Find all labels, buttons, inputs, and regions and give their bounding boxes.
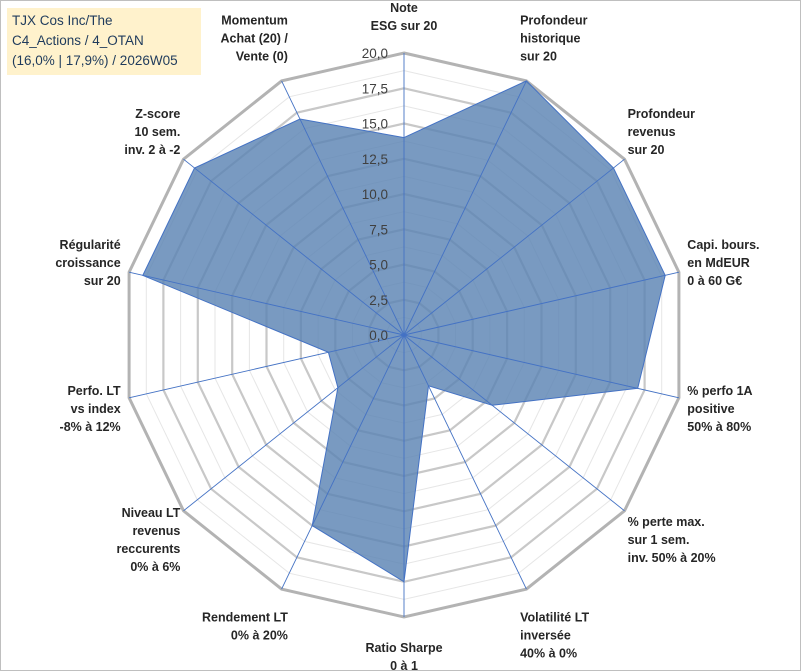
radar-tick-label: 5,0 — [369, 258, 388, 273]
radar-axis-label: % perfo 1A positive 50% à 80% — [687, 384, 752, 434]
radar-axis-label-line: revenus — [132, 524, 180, 538]
radar-axis-label-line: ESG sur 20 — [371, 19, 438, 33]
radar-axis-label-line: 0% à 20% — [231, 628, 288, 642]
radar-axis-label: Note ESG sur 20 — [371, 1, 438, 33]
radar-axis-label-line: Volatilité LT — [520, 610, 589, 624]
radar-axis-label-line: Rendement LT — [202, 610, 288, 624]
radar-axis-label-line: sur 20 — [520, 50, 557, 64]
radar-axis-label-line: revenus — [628, 125, 676, 139]
radar-axis-label: Profondeur revenus sur 20 — [628, 107, 695, 157]
radar-axis-label-line: vs index — [71, 402, 121, 416]
radar-axis-label-line: 50% à 80% — [687, 420, 751, 434]
radar-axis-label-line: Régularité — [60, 238, 121, 252]
radar-spokes — [128, 53, 680, 617]
radar-spoke — [403, 158, 625, 336]
radar-axis-label-line: Profondeur — [520, 14, 587, 28]
radar-spoke — [281, 334, 405, 590]
radar-axis-label-line: Profondeur — [628, 107, 695, 121]
radar-axis-labels: Note ESG sur 20 Profondeur historique sur 20… — [55, 1, 759, 671]
radar-tick-labels: 0,0 2,5 5,0 7,5 10,0 12,5 15,0 17,5 20,0 — [362, 46, 388, 343]
radar-axis-label-line: en MdEUR — [687, 256, 750, 270]
radar-axis-label-line: 0 à 1 — [390, 659, 418, 671]
radar-tick-label: 2,5 — [369, 293, 388, 308]
radar-axis-label-line: % perte max. — [628, 515, 705, 529]
radar-axis-label: % perte max. sur 1 sem. inv. 50% à 20% — [628, 515, 716, 565]
radar-axis-label-line: -8% à 12% — [60, 420, 121, 434]
radar-tick-label: 0,0 — [369, 328, 388, 343]
radar-spoke — [403, 80, 527, 336]
radar-tick-label: 17,5 — [362, 81, 388, 96]
radar-axis-label: Perfo. LT vs index -8% à 12% — [60, 384, 122, 434]
radar-tick-label: 10,0 — [362, 187, 388, 202]
radar-spoke — [281, 80, 405, 336]
radar-axis-label-line: Z-score — [135, 107, 180, 121]
radar-axis-label-line: Capi. bours. — [687, 238, 759, 252]
radar-axis-label: Momentum Achat (20) / Vente (0) — [221, 14, 289, 64]
radar-axis-label-line: 40% à 0% — [520, 646, 577, 660]
radar-tick-label: 12,5 — [362, 152, 388, 167]
radar-axis-label-line: Ratio Sharpe — [365, 641, 442, 655]
radar-axis-label-line: sur 20 — [628, 143, 665, 157]
radar-axis-label-line: 0 à 60 G€ — [687, 274, 742, 288]
radar-spoke — [403, 334, 527, 590]
radar-axis-label-line: Niveau LT — [122, 506, 181, 520]
radar-axis-label-line: historique — [520, 32, 580, 46]
radar-spoke — [183, 158, 405, 336]
chart-title-company: TJX Cos Inc/The — [12, 13, 113, 28]
radar-axis-label-line: croissance — [55, 256, 120, 270]
radar-axis-label: Profondeur historique sur 20 — [520, 14, 587, 64]
radar-spoke — [183, 334, 405, 512]
radar-axis-label-line: inv. 2 à -2 — [124, 143, 180, 157]
radar-axis-label-line: reccurents — [116, 542, 180, 556]
radar-axis-label: Régularité croissance sur 20 — [55, 238, 120, 288]
radar-axis-label-line: 0% à 6% — [130, 560, 180, 574]
radar-spoke — [128, 334, 405, 399]
radar-axis-label-line: 10 sem. — [135, 125, 181, 139]
radar-axis-label-line: Perfo. LT — [67, 384, 121, 398]
radar-spoke — [403, 334, 680, 399]
radar-axis-label-line: sur 1 sem. — [628, 533, 690, 547]
radar-axis-label: Z-score 10 sem. inv. 2 à -2 — [124, 107, 180, 157]
radar-spoke — [403, 271, 680, 336]
radar-axis-label-line: Vente (0) — [236, 50, 288, 64]
chart-title-portfolio: C4_Actions / 4_OTAN — [12, 33, 144, 48]
chart-title-box: TJX Cos Inc/The C4_Actions / 4_OTAN (16,… — [7, 8, 201, 75]
radar-tick-label: 20,0 — [362, 46, 388, 61]
radar-axis-label: Volatilité LT inversée 40% à 0% — [520, 610, 589, 660]
radar-axis-label-line: inv. 50% à 20% — [628, 551, 716, 565]
radar-spoke — [403, 334, 625, 512]
radar-axis-label-line: Note — [390, 1, 418, 15]
radar-spoke — [128, 271, 405, 336]
radar-axis-label: Rendement LT 0% à 20% — [202, 610, 288, 642]
radar-axis-label-line: sur 20 — [84, 274, 121, 288]
radar-axis-label: Capi. bours. en MdEUR 0 à 60 G€ — [687, 238, 759, 288]
radar-axis-label-line: % perfo 1A — [687, 384, 752, 398]
radar-tick-label: 15,0 — [362, 117, 388, 132]
radar-axis-label-line: Achat (20) / — [221, 32, 289, 46]
radar-axis-label: Ratio Sharpe 0 à 1 — [365, 641, 442, 671]
radar-axis-label-line: Momentum — [221, 14, 288, 28]
chart-title-performance: (16,0% | 17,9%) / 2026W05 — [12, 53, 178, 68]
radar-axis-label-line: inversée — [520, 628, 571, 642]
radar-tick-label: 7,5 — [369, 222, 388, 237]
radar-axis-label-line: positive — [687, 402, 734, 416]
radar-axis-label: Niveau LT revenus reccurents 0% à 6% — [116, 506, 180, 574]
